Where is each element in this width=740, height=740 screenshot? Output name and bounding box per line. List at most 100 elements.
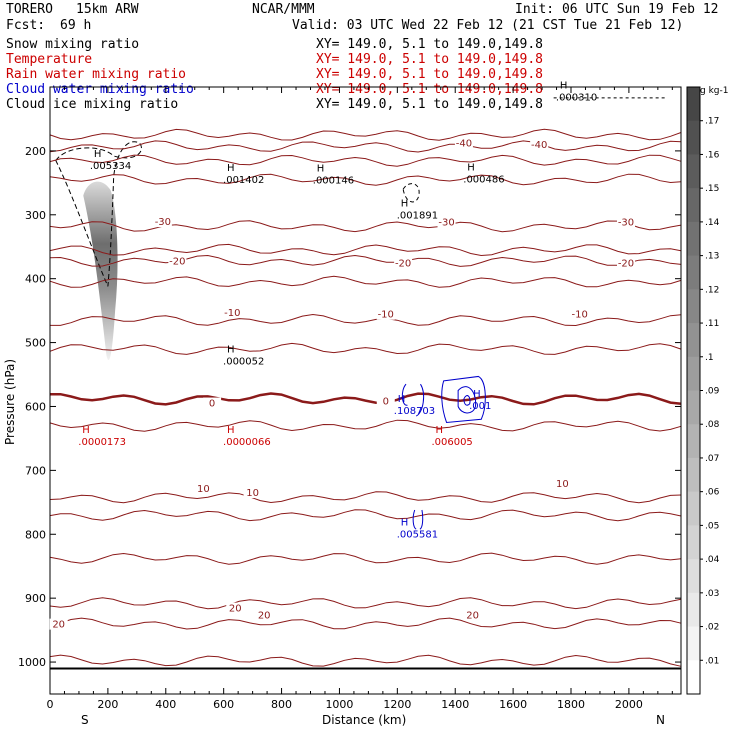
max-marker: H (467, 162, 475, 173)
contour-label: 20 (258, 611, 271, 622)
colorbar-swatch (687, 390, 700, 425)
y-tick-label: 400 (25, 273, 46, 286)
temperature-contour-20 (49, 617, 682, 630)
contour-label: -10 (572, 310, 588, 321)
x-tick-label: 800 (271, 698, 292, 711)
contour-label-bg (617, 257, 636, 269)
snow-plume (83, 181, 118, 361)
max-value: .005581 (397, 530, 438, 541)
fcst-label: Fcst: (6, 18, 45, 33)
colorbar-tick-label: .16 (705, 150, 720, 160)
colorbar-swatch (687, 289, 700, 324)
temperature-contour--30 (49, 173, 682, 186)
x-tick-label: 200 (97, 698, 118, 711)
max-value: .001 (469, 401, 491, 412)
max-marker: H (398, 394, 406, 405)
colorbar-tick-label: .07 (705, 454, 719, 464)
temperature-contour--20 (49, 254, 682, 267)
contour-label-bg (463, 609, 482, 621)
colorbar-tick-label: .05 (705, 521, 719, 531)
max-value: .001402 (223, 175, 264, 186)
temperature-contour-20 (49, 552, 682, 565)
colorbar-tick-label: .02 (705, 623, 719, 633)
extra-contours (50, 97, 681, 670)
max-value: .006005 (431, 437, 472, 448)
colorbar-tick-label: .01 (705, 656, 719, 666)
temperature-contour--30 (49, 243, 682, 257)
contour-label-bg (530, 138, 549, 150)
contour-label: -30 (155, 217, 171, 228)
contour-labels: -40 -40 -30 -30 -30 -20 -20 -20 -10 -10 -10 0 0 10 10 1… (49, 137, 636, 631)
contour-label-bg (553, 478, 572, 490)
contour-label: -30 (618, 218, 634, 229)
colorbar-swatch (687, 323, 700, 358)
ice-contour (402, 183, 420, 203)
contour-label-bg (153, 216, 172, 228)
max-marker: H (94, 149, 102, 160)
colorbar-swatch (687, 491, 700, 526)
y-tick-label: 800 (25, 528, 46, 541)
max-marker: H (560, 81, 568, 92)
plot-area: 0 200 400 600 800 1000 1200 1400 1600 1800 2000 20… (18, 81, 682, 711)
contour-label-bg (194, 483, 213, 495)
max-marker: H (227, 425, 235, 436)
x-tick-label: 1200 (383, 698, 411, 711)
contour-label-bg (203, 397, 222, 409)
colorbar-swatch (687, 592, 700, 628)
temperature-contour-10 (49, 491, 682, 504)
temperature-contour-0 (50, 392, 682, 406)
x-tick-label: 1000 (325, 698, 353, 711)
colorbar-swatch (687, 356, 700, 391)
contour-label-bg (376, 395, 395, 407)
cloud-water-contour (401, 383, 425, 417)
contour-label-bg (49, 618, 68, 630)
max-value: .108703 (394, 406, 435, 417)
contour-label: 20 (52, 620, 65, 631)
x-tick-label: 2000 (615, 698, 643, 711)
contour-label-bg (617, 216, 636, 228)
colorbar-tick-label: .1 (705, 353, 714, 363)
colorbar-swatch (687, 154, 700, 189)
contour-label: -20 (169, 257, 185, 268)
y-tick-label: 700 (25, 464, 46, 477)
x-end-right: N (656, 713, 665, 727)
colorbar-tick-label: .12 (705, 285, 719, 295)
max-marker: H (473, 389, 481, 400)
contour-label: -10 (378, 310, 394, 321)
temperature-contour--40 (49, 140, 682, 153)
contour-label-bg (226, 602, 245, 614)
legend-label: Rain water mixing ratio (6, 67, 186, 82)
colorbar-swatch (687, 87, 700, 122)
max-marker: H (401, 199, 409, 210)
x-end-left: S (81, 713, 89, 727)
legend-xy: XY= 149.0, 5.1 to 149.0,149.8 (316, 52, 543, 67)
x-tick-label: 1800 (557, 698, 585, 711)
org-name: NCAR/MMM (252, 2, 315, 17)
temperature-contour--40 (49, 128, 682, 141)
contour-label-bg (454, 137, 473, 149)
contour-label-bg (437, 216, 456, 228)
max-marker: H (82, 425, 90, 436)
model-resolution: 15km ARW (76, 2, 139, 17)
temperature-contour--10 (49, 342, 682, 355)
contour-label: -10 (224, 308, 240, 319)
colorbar-tick-label: .13 (705, 252, 719, 262)
legend-label: Snow mixing ratio (6, 37, 139, 52)
colorbar-swatch (687, 120, 700, 155)
max-value: .000052 (223, 356, 264, 367)
legend: Snow mixing ratio XY= 149.0, 5.1 to 149.0… (6, 37, 543, 112)
contour-label: -40 (456, 139, 472, 150)
legend-label: Cloud ice mixing ratio (6, 97, 178, 112)
colorbar-swatch (687, 188, 700, 223)
temperature-contour-10 (49, 419, 682, 432)
y-tick-label: 500 (25, 337, 46, 350)
legend-label: Temperature (6, 52, 92, 67)
temperature-contour--20 (49, 275, 682, 288)
contour-label-bg (570, 308, 589, 320)
contour-label: 20 (229, 604, 242, 615)
y-tick-label: 200 (25, 145, 46, 158)
contour-label: -40 (531, 140, 547, 151)
max-value: .000310 (556, 93, 597, 104)
colorbar-swatch (687, 660, 700, 695)
